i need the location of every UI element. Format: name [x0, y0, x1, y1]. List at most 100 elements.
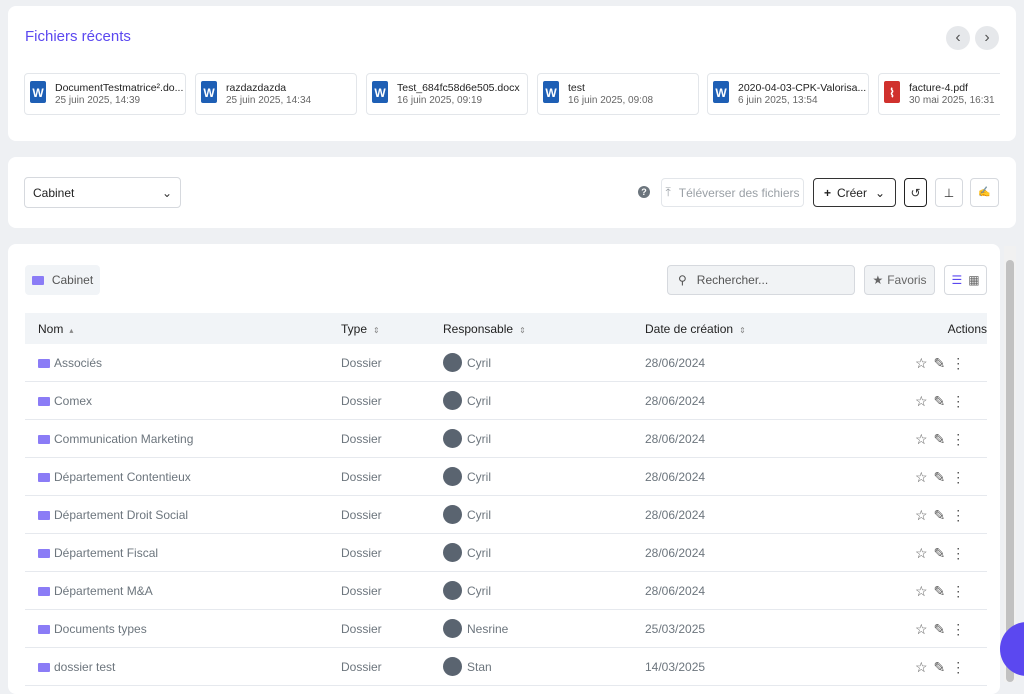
prev-button[interactable]: ‹	[946, 26, 970, 50]
row-actions[interactable]: ☆✎⋮	[915, 583, 972, 599]
owner-name: Cyril	[467, 394, 491, 408]
file-name: 2020-04-03-CPK-Valorisa...	[738, 82, 867, 94]
folder-name: Documents types	[38, 622, 147, 636]
search-box[interactable]: ⚲ Rechercher...	[667, 265, 855, 295]
folder-type: Dossier	[341, 508, 382, 522]
avatar	[443, 543, 462, 562]
word-icon: W	[543, 81, 559, 103]
avatar	[443, 657, 462, 676]
search-placeholder: Rechercher...	[696, 273, 769, 287]
folder-name: Comex	[38, 394, 92, 408]
upload-label: Téléverser des fichiers	[678, 185, 800, 200]
folder-icon	[38, 549, 50, 558]
folder-icon	[38, 511, 50, 520]
folder-label: Comex	[54, 394, 93, 408]
sort-icon: ⇕	[739, 326, 746, 335]
folder-type: Dossier	[341, 394, 382, 408]
folder-name: Département Contentieux	[38, 470, 191, 484]
avatar	[443, 581, 462, 600]
sort-icon: ⇕	[373, 326, 380, 335]
avatar	[443, 467, 462, 486]
sign-button[interactable]: ✍	[970, 178, 999, 207]
folder-label: Associés	[54, 356, 103, 370]
folder-type: Dossier	[341, 432, 382, 446]
word-icon: W	[30, 81, 46, 103]
column-header: Actions	[948, 322, 987, 336]
table-row[interactable]: Documents types Dossier Nesrine 25/03/2025 ☆…	[25, 610, 987, 648]
row-actions[interactable]: ☆✎⋮	[915, 545, 972, 561]
file-name: Test_684fc58d6e505.docx	[397, 82, 520, 94]
created-date: 28/06/2024	[645, 546, 706, 560]
row-actions[interactable]: ☆✎⋮	[915, 659, 972, 675]
folder-name: Département Fiscal	[38, 546, 158, 560]
favorites-button[interactable]: ★ Favoris	[864, 265, 935, 295]
pdf-icon: ⌇	[884, 81, 900, 103]
recent-title: Fichiers récents	[25, 28, 131, 45]
upload-button[interactable]: ⤒ Téléverser des fichiers	[661, 178, 804, 207]
row-actions[interactable]: ☆✎⋮	[915, 621, 972, 637]
file-name: razdazdazda	[226, 82, 287, 94]
row-actions[interactable]: ☆✎⋮	[915, 507, 972, 523]
owner-name: Stan	[467, 660, 492, 674]
create-label: Créer	[836, 185, 867, 200]
column-header[interactable]: Date de création ⇕	[645, 322, 746, 336]
column-header[interactable]: Nom ▴	[38, 322, 73, 336]
file-date: 16 juin 2025, 09:19	[397, 95, 483, 106]
table-row[interactable]: Département M&A Dossier Cyril 28/06/2024 ☆✎⋮	[25, 572, 987, 610]
file-card[interactable]: W Test_684fc58d6e505.docx 16 juin 2025, 09…	[366, 73, 528, 115]
folder-label: Département Fiscal	[54, 546, 159, 560]
file-card[interactable]: W 2020-04-03-CPK-Valorisa... 6 juin 2025, …	[707, 73, 869, 115]
owner-name: Cyril	[467, 470, 491, 484]
created-date: 28/06/2024	[645, 508, 706, 522]
word-icon: W	[201, 81, 217, 103]
row-actions[interactable]: ☆✎⋮	[915, 469, 972, 485]
table-row[interactable]: Département Droit Social Dossier Cyril 28/0…	[25, 496, 987, 534]
table-row[interactable]: Communication Marketing Dossier Cyril 28/06…	[25, 420, 987, 458]
row-actions[interactable]: ☆✎⋮	[915, 393, 972, 409]
folder-name: Département Droit Social	[38, 508, 188, 522]
scrollbar	[1004, 246, 1016, 682]
file-date: 25 juin 2025, 14:39	[55, 95, 141, 106]
folder-icon	[38, 359, 50, 368]
folder-select[interactable]: Cabinet ⌄	[24, 177, 181, 208]
row-actions[interactable]: ☆✎⋮	[915, 355, 972, 371]
header-label: Date de création	[645, 322, 734, 336]
avatar	[443, 619, 462, 638]
file-card[interactable]: W DocumentTestmatrice².do... 25 juin 2025,…	[24, 73, 186, 115]
row-actions[interactable]: ☆✎⋮	[915, 431, 972, 447]
help-icon[interactable]: ?	[638, 186, 650, 198]
avatar	[443, 353, 462, 372]
history-button[interactable]: ↺	[904, 178, 927, 207]
sort-icon: ⇕	[519, 326, 526, 335]
created-date: 14/03/2025	[645, 660, 706, 674]
breadcrumb[interactable]: Cabinet	[25, 265, 100, 295]
folder-name: dossier test	[38, 660, 115, 674]
folder-type: Dossier	[341, 356, 382, 370]
owner-name: Nesrine	[467, 622, 509, 636]
view-toggle[interactable]: ☰ ▦	[944, 265, 987, 295]
create-button[interactable]: + Créer ⌄	[813, 178, 896, 207]
file-card[interactable]: ⌇ facture-4.pdf 30 mai 2025, 16:31	[878, 73, 1000, 115]
table-row[interactable]: Département Contentieux Dossier Cyril 28/06…	[25, 458, 987, 496]
created-date: 28/06/2024	[645, 470, 706, 484]
folder-name: Département M&A	[38, 584, 153, 598]
table-row[interactable]: Comex Dossier Cyril 28/06/2024 ☆✎⋮	[25, 382, 987, 420]
table-row[interactable]: Associés Dossier Cyril 28/06/2024 ☆✎⋮	[25, 344, 987, 382]
folder-type: Dossier	[341, 584, 382, 598]
table-row[interactable]: dossier test Dossier Stan 14/03/2025 ☆✎⋮	[25, 648, 987, 686]
stamp-button[interactable]: ⊥	[935, 178, 963, 207]
column-header[interactable]: Responsable ⇕	[443, 322, 526, 336]
column-header[interactable]: Type ⇕	[341, 322, 380, 336]
breadcrumb-label: Cabinet	[51, 273, 94, 287]
owner-name: Cyril	[467, 546, 491, 560]
header-label: Responsable	[443, 322, 514, 336]
folder-label: Communication Marketing	[54, 432, 194, 446]
table-row[interactable]: Département Fiscal Dossier Cyril 28/06/2024…	[25, 534, 987, 572]
select-value: Cabinet	[33, 185, 75, 200]
word-icon: W	[713, 81, 729, 103]
next-button[interactable]: ›	[975, 26, 999, 50]
avatar	[443, 505, 462, 524]
